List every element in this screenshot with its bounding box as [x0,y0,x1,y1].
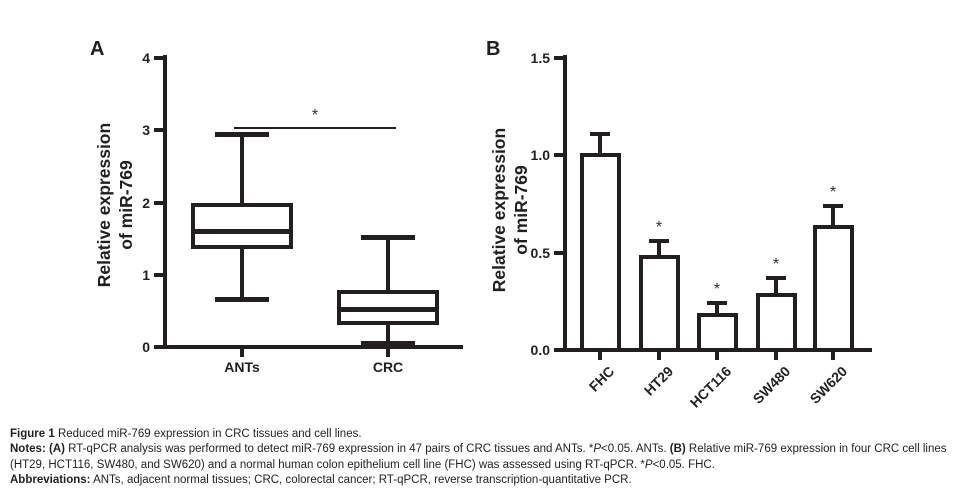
error-bar-stem [831,203,835,230]
panel-b-y-axis-title-line2: of miR-769 [511,165,531,255]
bar [696,312,738,352]
panel-a-y-tick-label: 4 [142,50,150,66]
error-bar-stem [774,275,778,298]
median-line [193,229,291,235]
panel-b-x-tick [715,352,719,360]
panel-b-y-axis-title-line1: Relative expression [489,127,509,293]
x-category-label: CRC [372,359,404,375]
panel-a-y-tick [154,128,163,133]
figure-title-text: Reduced miR-769 expression in CRC tissue… [57,428,362,440]
panel-a-y-tick-label: 3 [142,122,150,139]
abbreviations-label: Abbreviations: [10,474,91,487]
caption-title-line: Figure 1 Reduced miR-769 expression in C… [10,427,957,442]
figure-number-label: Figure 1 [10,428,55,440]
significance-asterisk: * [713,281,721,299]
panel-a-y-tick-label: 0 [142,339,150,355]
whisker-cap-top [215,131,269,137]
notes-a-text-rest: <0.05. ANTs. [601,443,667,456]
notes-b-text: Relative miR-769 expression in four CRC … [10,443,947,471]
error-bar-stem [598,131,602,158]
panel-b-y-tick-label: 1.5 [530,50,550,66]
significance-asterisk: * [655,218,663,236]
panel-a-y-tick-label: 1 [142,266,150,283]
error-bar-stem [657,238,661,259]
whisker-cap-bottom [215,296,269,302]
panel-b-x-tick [657,352,661,360]
panel-a-y-tick [154,200,163,205]
error-bar-cap [766,275,786,280]
whisker-cap-bottom [361,341,415,347]
caption-abbreviations-line: Abbreviations: ANTs, adjacent normal tis… [10,473,957,488]
error-bar-cap [590,131,610,136]
notes-a-text: RT-qPCR analysis was performed to detect… [68,443,594,456]
notes-b-text-rest: <0.05. FHC. [652,458,715,471]
significance-asterisk: * [829,183,837,201]
panel-b-x-tick [598,352,602,360]
error-bar-stem [715,301,719,317]
abbreviations-text: ANTs, adjacent normal tissues; CRC, colo… [93,474,632,487]
panel-b-y-tick-label: 0.0 [530,342,550,358]
caption-notes-line: Notes: (A) RT-qPCR analysis was performe… [10,442,957,473]
error-bar-cap [823,203,843,208]
x-category-label: ANTs [224,359,260,375]
panel-b-y-axis-title: Relative expression of miR-769 [488,95,534,325]
panel-b-ref: (B) [669,443,686,456]
panel-a-x-tick [386,349,390,357]
panel-b-y-tick [554,153,563,158]
panel-b-y-tick [554,56,563,60]
panel-b-label: B [486,38,501,60]
bar [638,254,680,352]
panel-a-y-tick [154,272,163,277]
bar [755,293,797,352]
notes-b-pvalue-p: P [644,458,653,471]
figure-caption: Figure 1 Reduced miR-769 expression in C… [10,427,957,489]
panel-b-y-tick-label: 0.5 [530,244,550,261]
whisker-cap-top [361,235,415,241]
box [191,203,293,250]
panel-a-x-tick [240,349,244,357]
panel-a-y-tick-label: 2 [142,194,150,211]
bar [579,153,621,352]
error-bar-cap [649,238,669,243]
notes-a-pvalue-p: P [593,443,602,456]
panel-b-x-tick [774,352,778,360]
panel-a-label: A [90,38,105,60]
panel-a-y-tick [154,56,163,60]
panel-b-y-axis [563,55,567,352]
panel-b-y-tick [554,348,563,352]
panel-b-x-tick [831,352,835,360]
median-line [339,307,437,313]
panel-a-y-axis [163,55,167,349]
significance-asterisk: * [311,106,319,124]
panel-a-ref: (A) [48,443,65,456]
panel-a-x-axis [163,345,463,349]
bar [812,225,854,352]
notes-label: Notes: [10,443,46,456]
error-bar-cap [707,301,727,306]
panel-b-y-tick [554,250,563,255]
panel-a-y-tick [154,345,163,349]
panel-b-y-tick-label: 1.0 [530,147,550,164]
significance-line [234,126,396,129]
significance-asterisk: * [772,255,780,273]
